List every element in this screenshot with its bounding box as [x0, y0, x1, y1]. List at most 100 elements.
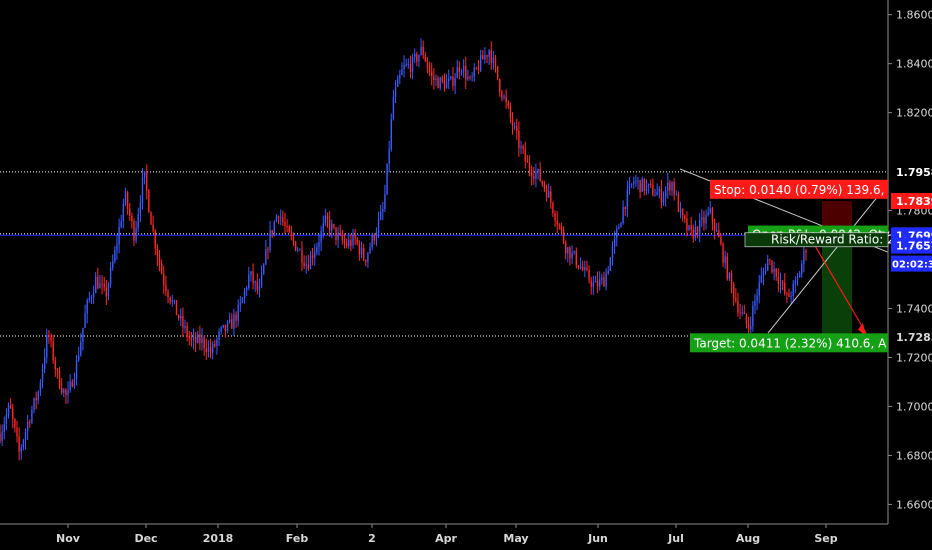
- candle: [86, 300, 88, 314]
- x-tick-label: Feb: [286, 532, 309, 545]
- x-axis[interactable]: Nov Dec 2018 Feb 2 Apr May Jun Jul Aug Sep: [56, 524, 838, 545]
- candle: [541, 180, 543, 185]
- candle: [248, 274, 250, 288]
- candle: [724, 256, 726, 263]
- candle: [469, 76, 471, 78]
- axis-price-label-bg: [891, 329, 932, 346]
- candle: [767, 259, 769, 271]
- candle: [771, 260, 773, 273]
- candle: [358, 243, 361, 255]
- candle: [805, 251, 807, 253]
- candle: [656, 192, 658, 196]
- candle: [139, 202, 142, 215]
- candle: [465, 65, 467, 80]
- candle: [396, 78, 399, 87]
- candle: [192, 336, 195, 340]
- candle: [494, 57, 497, 66]
- candle: [513, 126, 516, 128]
- candle: [677, 193, 680, 212]
- candle: [307, 264, 310, 269]
- candle: [35, 397, 37, 401]
- candle: [707, 212, 709, 215]
- position-labels[interactable]: Stop: 0.0140 (0.79%) 139.6,Open P&L: 0.0…: [690, 179, 895, 353]
- candle: [650, 183, 652, 185]
- candle: [735, 297, 737, 301]
- candle: [50, 337, 52, 341]
- candle: [694, 226, 697, 239]
- candle: [160, 263, 163, 274]
- candle: [322, 223, 324, 231]
- candle: [499, 79, 501, 92]
- candle: [628, 184, 631, 190]
- candle: [586, 267, 588, 270]
- candle: [282, 217, 284, 223]
- candle: [14, 419, 16, 428]
- candle: [547, 191, 550, 198]
- candle: [286, 226, 288, 228]
- y-tick-label: 1.7200: [896, 351, 932, 364]
- candle: [31, 409, 33, 423]
- candle: [437, 78, 439, 89]
- candle: [58, 370, 61, 388]
- candle: [518, 130, 520, 148]
- candle: [530, 170, 533, 177]
- candle: [224, 324, 227, 331]
- candle: [643, 178, 646, 192]
- candle: [150, 212, 152, 225]
- countdown: 02:02:31: [892, 260, 932, 271]
- candle: [637, 180, 639, 182]
- candle: [407, 63, 410, 65]
- x-tick-label: 2018: [203, 532, 234, 545]
- candle: [467, 76, 469, 80]
- candle: [373, 235, 375, 241]
- candle: [552, 202, 554, 214]
- candle: [122, 204, 125, 221]
- candle: [745, 314, 748, 324]
- candle: [175, 300, 178, 316]
- candle: [26, 421, 29, 432]
- candle: [143, 171, 146, 177]
- candle: [667, 182, 669, 191]
- candle: [405, 64, 407, 66]
- candle: [388, 149, 390, 164]
- candle: [20, 447, 22, 452]
- candle: [492, 57, 495, 63]
- candle: [732, 284, 735, 298]
- candle: [722, 243, 724, 263]
- candle: [154, 230, 156, 249]
- candle: [618, 227, 620, 230]
- candle: [664, 190, 667, 198]
- candle: [475, 67, 478, 69]
- candle: [760, 275, 763, 283]
- stop-label-bg: [710, 179, 888, 199]
- candle: [46, 334, 48, 358]
- candle: [165, 284, 167, 292]
- candle: [726, 256, 729, 279]
- candle: [520, 146, 522, 148]
- candle: [588, 269, 590, 281]
- candle: [309, 255, 312, 269]
- candle: [41, 368, 44, 383]
- candle: [277, 216, 280, 219]
- candle: [633, 181, 635, 184]
- candle: [203, 337, 205, 349]
- countdown-bg: [891, 255, 932, 272]
- candle: [660, 188, 663, 203]
- candle: [720, 237, 722, 244]
- candle: [194, 336, 197, 343]
- candle: [411, 56, 414, 72]
- candle: [52, 340, 54, 361]
- y-axis[interactable]: 1.86001.84001.82001.78001.74001.72001.70…: [888, 9, 932, 512]
- candle: [779, 281, 782, 284]
- candle: [431, 71, 433, 77]
- candle: [662, 197, 665, 203]
- candle: [624, 206, 626, 209]
- candle: [294, 241, 297, 251]
- candle: [318, 242, 320, 247]
- candle: [337, 232, 339, 240]
- candle: [573, 251, 575, 253]
- candle: [218, 331, 220, 340]
- axis-price-label: 1.7657: [896, 240, 932, 253]
- candle: [416, 54, 418, 62]
